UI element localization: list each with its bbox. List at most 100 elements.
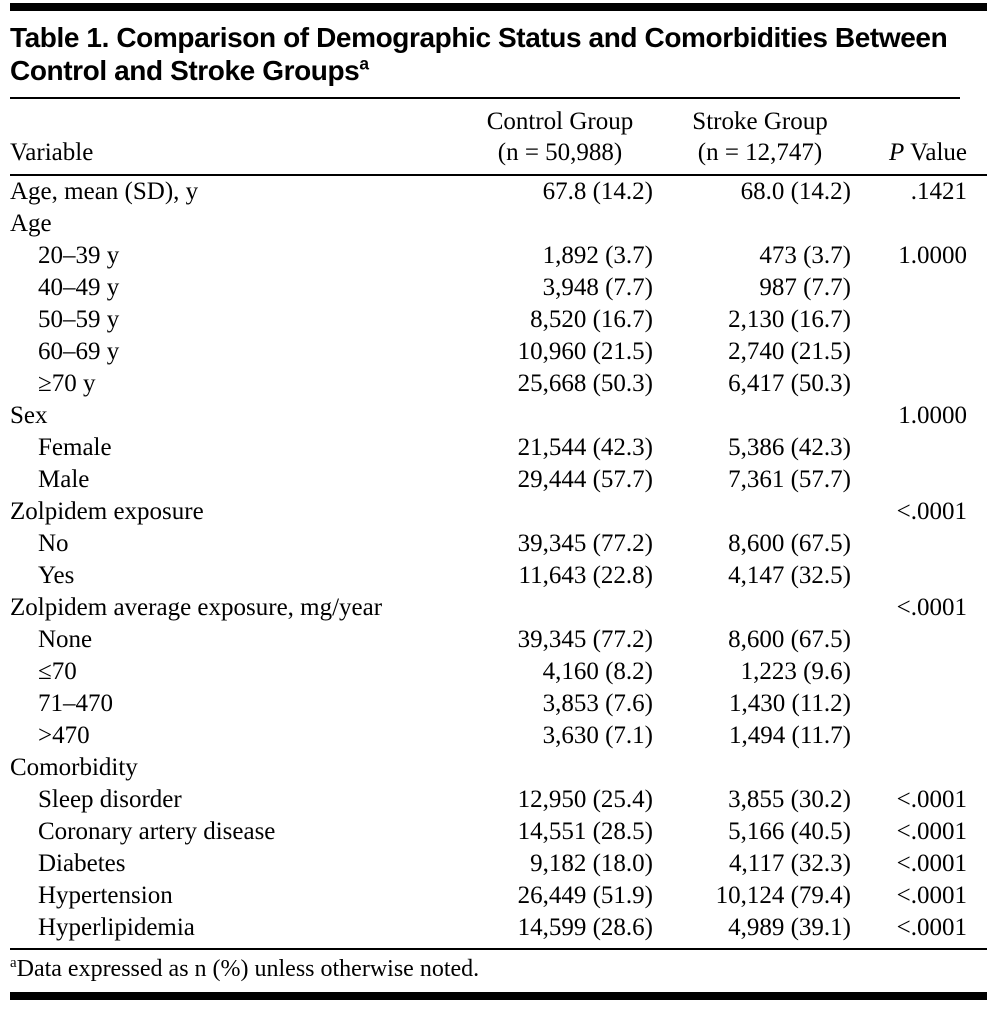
control-value: 8,520 (16.7) bbox=[530, 306, 653, 334]
p-value-rest: Value bbox=[904, 138, 967, 166]
row-label: 40–49 y bbox=[38, 274, 120, 302]
stroke-value: 473 (3.7) bbox=[759, 242, 851, 270]
stroke-group-n: (n = 12,747) bbox=[697, 138, 823, 166]
control-value: 9,182 (18.0) bbox=[530, 850, 653, 878]
table-row: ≥70 y 25,668 (50.3) 6,417 (50.3) bbox=[10, 368, 987, 400]
p-value: <.0001 bbox=[896, 914, 967, 942]
table-row: 60–69 y 10,960 (21.5) 2,740 (21.5) bbox=[10, 336, 987, 368]
stroke-value: 4,989 (39.1) bbox=[728, 914, 851, 942]
p-value bbox=[867, 272, 987, 304]
control-value: 1,892 (3.7) bbox=[542, 242, 653, 270]
row-label: Female bbox=[38, 434, 112, 462]
p-value bbox=[867, 368, 987, 400]
table-row: Male 29,444 (57.7) 7,361 (57.7) bbox=[10, 464, 987, 496]
stroke-value: 8,600 (67.5) bbox=[728, 626, 851, 654]
row-label: Age bbox=[10, 210, 52, 238]
control-value: 3,948 (7.7) bbox=[542, 274, 653, 302]
stroke-value: 2,740 (21.5) bbox=[728, 338, 851, 366]
bottom-rule bbox=[10, 992, 987, 1001]
row-label: None bbox=[38, 626, 93, 654]
stroke-value bbox=[657, 752, 867, 784]
stroke-value: 1,223 (9.6) bbox=[740, 658, 851, 686]
table-row: Sleep disorder 12,950 (25.4) 3,855 (30.2… bbox=[10, 784, 987, 816]
p-value-italic-p: P bbox=[888, 138, 905, 166]
table-row: >470 3,630 (7.1) 1,494 (11.7) bbox=[10, 720, 987, 752]
row-label: ≤70 bbox=[38, 658, 77, 686]
control-value: 10,960 (21.5) bbox=[517, 338, 653, 366]
control-value: 14,551 (28.5) bbox=[517, 818, 653, 846]
control-value: 29,444 (57.7) bbox=[517, 466, 653, 494]
row-label: Sleep disorder bbox=[38, 786, 182, 814]
table-row: No 39,345 (77.2) 8,600 (67.5) bbox=[10, 528, 987, 560]
table-row: Zolpidem exposure <.0001 bbox=[10, 496, 987, 528]
control-value: 11,643 (22.8) bbox=[518, 562, 653, 590]
demographics-comorbidities-table: Variable Control Group (n = 50,988) Stro… bbox=[10, 99, 987, 944]
stroke-value: 6,417 (50.3) bbox=[728, 370, 851, 398]
table-row: 40–49 y 3,948 (7.7) 987 (7.7) bbox=[10, 272, 987, 304]
stroke-value: 1,430 (11.2) bbox=[729, 690, 851, 718]
control-value: 3,853 (7.6) bbox=[542, 690, 653, 718]
row-label: 60–69 y bbox=[38, 338, 120, 366]
p-value bbox=[867, 560, 987, 592]
control-value: 12,950 (25.4) bbox=[517, 786, 653, 814]
control-value bbox=[467, 496, 657, 528]
table-row: Diabetes 9,182 (18.0) 4,117 (32.3) <.000… bbox=[10, 848, 987, 880]
row-label: Zolpidem average exposure, mg/year bbox=[10, 594, 383, 622]
stroke-value: 4,147 (32.5) bbox=[728, 562, 851, 590]
p-value bbox=[867, 688, 987, 720]
row-label: No bbox=[38, 530, 69, 558]
control-value: 39,345 (77.2) bbox=[517, 626, 653, 654]
stroke-value bbox=[657, 208, 867, 240]
footnote: aData expressed as n (%) unless otherwis… bbox=[10, 948, 987, 992]
p-value bbox=[867, 752, 987, 784]
table-row: 20–39 y 1,892 (3.7) 473 (3.7) 1.0000 bbox=[10, 240, 987, 272]
p-value: 1.0000 bbox=[898, 402, 967, 430]
control-value bbox=[467, 592, 657, 624]
column-header-stroke-group: Stroke Group (n = 12,747) bbox=[657, 99, 867, 177]
control-group-n: (n = 50,988) bbox=[497, 138, 623, 166]
table-row: Age, mean (SD), y 67.8 (14.2) 68.0 (14.2… bbox=[10, 175, 987, 208]
table-title: Table 1. Comparison of Demographic Statu… bbox=[10, 21, 960, 100]
table-row: None 39,345 (77.2) 8,600 (67.5) bbox=[10, 624, 987, 656]
p-value bbox=[867, 720, 987, 752]
control-value: 21,544 (42.3) bbox=[517, 434, 653, 462]
row-label: Hyperlipidemia bbox=[38, 914, 195, 942]
table-row: 50–59 y 8,520 (16.7) 2,130 (16.7) bbox=[10, 304, 987, 336]
p-value bbox=[867, 208, 987, 240]
p-value bbox=[867, 304, 987, 336]
row-label: Diabetes bbox=[38, 850, 126, 878]
row-label: Yes bbox=[38, 562, 75, 590]
row-label: Sex bbox=[10, 402, 48, 430]
table-row: 71–470 3,853 (7.6) 1,430 (11.2) bbox=[10, 688, 987, 720]
stroke-value: 8,600 (67.5) bbox=[728, 530, 851, 558]
stroke-value: 2,130 (16.7) bbox=[728, 306, 851, 334]
table-title-superscript: a bbox=[359, 53, 369, 74]
control-value: 4,160 (8.2) bbox=[542, 658, 653, 686]
stroke-value: 10,124 (79.4) bbox=[715, 882, 851, 910]
control-value bbox=[467, 752, 657, 784]
stroke-value: 7,361 (57.7) bbox=[728, 466, 851, 494]
row-label: Age, mean (SD), y bbox=[10, 178, 199, 206]
header-row: Variable Control Group (n = 50,988) Stro… bbox=[10, 99, 987, 177]
column-header-variable: Variable bbox=[10, 99, 467, 177]
p-value: <.0001 bbox=[896, 882, 967, 910]
table-body: Age, mean (SD), y 67.8 (14.2) 68.0 (14.2… bbox=[10, 175, 987, 944]
row-label: Comorbidity bbox=[10, 754, 138, 782]
footnote-text: Data expressed as n (%) unless otherwise… bbox=[16, 956, 480, 983]
table-row: Zolpidem average exposure, mg/year <.000… bbox=[10, 592, 987, 624]
row-label: Zolpidem exposure bbox=[10, 498, 204, 526]
column-header-control-group: Control Group (n = 50,988) bbox=[467, 99, 657, 177]
table-row: Hypertension 26,449 (51.9) 10,124 (79.4)… bbox=[10, 880, 987, 912]
row-label: Hypertension bbox=[38, 882, 173, 910]
table-row: Yes 11,643 (22.8) 4,147 (32.5) bbox=[10, 560, 987, 592]
stroke-value: 68.0 (14.2) bbox=[740, 178, 851, 206]
control-value bbox=[467, 208, 657, 240]
table-row: Hyperlipidemia 14,599 (28.6) 4,989 (39.1… bbox=[10, 912, 987, 944]
table-row: Coronary artery disease 14,551 (28.5) 5,… bbox=[10, 816, 987, 848]
column-header-p-value: P Value bbox=[867, 99, 987, 177]
table-header: Variable Control Group (n = 50,988) Stro… bbox=[10, 99, 987, 177]
p-value bbox=[867, 656, 987, 688]
table-row: Age bbox=[10, 208, 987, 240]
p-value bbox=[867, 528, 987, 560]
